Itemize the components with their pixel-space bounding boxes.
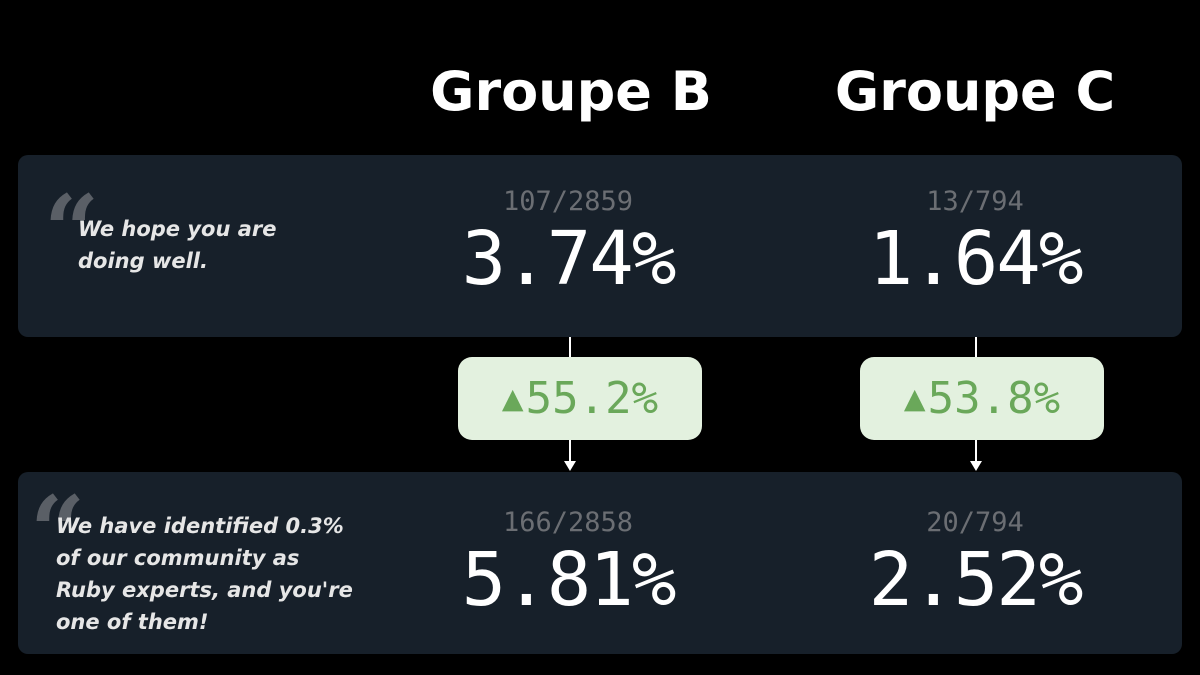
percent-c-1: 1.64%	[868, 216, 1084, 302]
change-value-b: 55.2%	[525, 373, 659, 424]
percent-b-2: 5.81%	[461, 537, 677, 623]
message-quote-1: We hope you are doing well.	[78, 217, 277, 273]
message-panel-2: “ We have identified 0.3% of our communi…	[18, 472, 1182, 654]
ratio-b-1: 107/2859	[502, 186, 634, 217]
quote-icon: “	[44, 174, 100, 287]
ratio-c-2: 20/794	[926, 507, 1024, 538]
ratio-c-1: 13/794	[926, 186, 1024, 217]
change-badge-c: ▲ 53.8%	[860, 357, 1104, 440]
ratio-b-2: 166/2858	[502, 507, 634, 538]
message-quote-2: We have identified 0.3% of our community…	[56, 514, 353, 634]
percent-c-2: 2.52%	[868, 537, 1084, 623]
group-b-title: Groupe B	[430, 60, 712, 123]
quote-icon: “	[30, 475, 86, 588]
arrow-down-icon	[564, 461, 576, 471]
triangle-up-icon: ▲	[501, 378, 524, 419]
arrow-down-icon	[970, 461, 982, 471]
triangle-up-icon: ▲	[903, 378, 926, 419]
percent-b-1: 3.74%	[461, 216, 677, 302]
message-panel-1: “ We hope you are doing well. 107/2859 3…	[18, 155, 1182, 337]
group-c-title: Groupe C	[834, 60, 1116, 123]
change-value-c: 53.8%	[927, 373, 1061, 424]
change-badge-b: ▲ 55.2%	[458, 357, 702, 440]
